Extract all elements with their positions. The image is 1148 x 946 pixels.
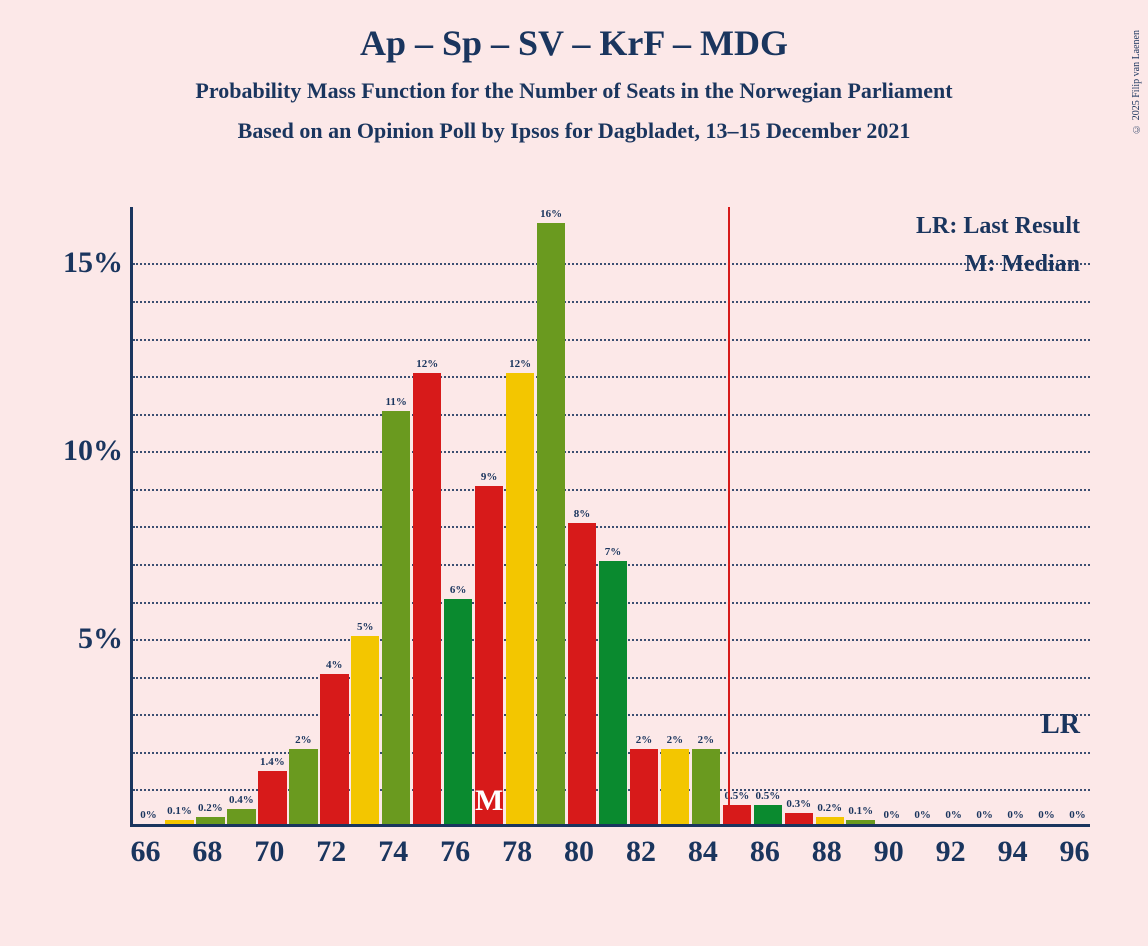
bar-value-label: 1.4% [260,756,285,768]
x-axis-label: 92 [936,835,966,869]
x-axis-label: 82 [626,835,656,869]
x-axis-label: 84 [688,835,718,869]
x-axis-label: 90 [874,835,904,869]
gridline [133,376,1090,378]
bar-value-label: 0.1% [848,805,873,817]
x-axis-label: 94 [998,835,1028,869]
bar [754,805,782,824]
last-result-line [728,207,730,824]
gridline [133,489,1090,491]
bar-value-label: 0% [945,809,962,821]
bar-value-label: 2% [698,734,715,746]
bar [413,373,441,824]
y-axis-label: 15% [0,246,123,280]
bar-value-label: 0% [883,809,900,821]
chart-subtitle-2: Based on an Opinion Poll by Ipsos for Da… [0,118,1148,144]
x-axis-label: 76 [440,835,470,869]
bar [692,749,720,824]
x-axis-label: 96 [1060,835,1090,869]
bar [227,809,255,824]
bar-value-label: 0% [1069,809,1086,821]
bar-value-label: 2% [295,734,312,746]
bar [165,820,193,824]
bar-value-label: 2% [667,734,684,746]
chart-subtitle-1: Probability Mass Function for the Number… [0,78,1148,104]
bar [661,749,689,824]
gridline [133,451,1090,453]
bar [289,749,317,824]
bar-value-label: 0% [1038,809,1055,821]
bar-value-label: 7% [605,546,622,558]
bar-value-label: 12% [509,358,531,370]
bar-value-label: 0% [1007,809,1024,821]
x-axis-label: 72 [316,835,346,869]
x-axis-label: 80 [564,835,594,869]
bar [630,749,658,824]
x-axis-label: 68 [192,835,222,869]
bar-value-label: 4% [326,659,343,671]
bar [258,771,286,824]
bar [816,817,844,825]
bar-value-label: 16% [540,208,562,220]
bar-value-label: 11% [386,396,407,408]
bar-value-label: 12% [416,358,438,370]
bar [785,813,813,824]
gridline [133,339,1090,341]
legend-last-result: LR: Last Result [916,213,1080,240]
y-axis-label: 5% [0,622,123,656]
bar [475,486,503,824]
last-result-label: LR [1041,709,1080,741]
bar-value-label: 0% [140,809,157,821]
bar-value-label: 9% [481,471,498,483]
bar [568,523,596,824]
x-axis-label: 66 [130,835,160,869]
bar [320,674,348,824]
bar [351,636,379,824]
x-axis-label: 78 [502,835,532,869]
x-axis-label: 74 [378,835,408,869]
x-axis-label: 70 [254,835,284,869]
copyright-text: © 2025 Filip van Laenen [1131,30,1142,134]
gridline [133,301,1090,303]
x-axis-label: 88 [812,835,842,869]
bar-value-label: 0.5% [755,790,780,802]
bar [444,599,472,824]
bar [537,223,565,824]
bar-value-label: 0% [976,809,993,821]
bar-value-label: 6% [450,584,467,596]
plot-area: LR: Last Result M: Median 5%10%15%0%0.1%… [130,207,1090,827]
bar-value-label: 0.2% [198,802,223,814]
bar [846,820,874,824]
bar-value-label: 0% [914,809,931,821]
bar-value-label: 5% [357,621,374,633]
bar-value-label: 0.2% [817,802,842,814]
bar-value-label: 0.1% [167,805,192,817]
bar-value-label: 0.4% [229,794,254,806]
bar [599,561,627,824]
y-axis-label: 10% [0,434,123,468]
bar [382,411,410,824]
chart-title: Ap – Sp – SV – KrF – MDG [0,22,1148,64]
bar-value-label: 0.3% [786,798,811,810]
chart-area: LR: Last Result M: Median 5%10%15%0%0.1%… [60,207,1100,887]
bar [506,373,534,824]
x-axis-label: 86 [750,835,780,869]
gridline [133,414,1090,416]
bar [196,817,224,825]
median-marker: M [475,784,503,818]
bar-value-label: 2% [636,734,653,746]
gridline [133,263,1090,265]
bar-value-label: 8% [574,508,591,520]
gridline [133,526,1090,528]
